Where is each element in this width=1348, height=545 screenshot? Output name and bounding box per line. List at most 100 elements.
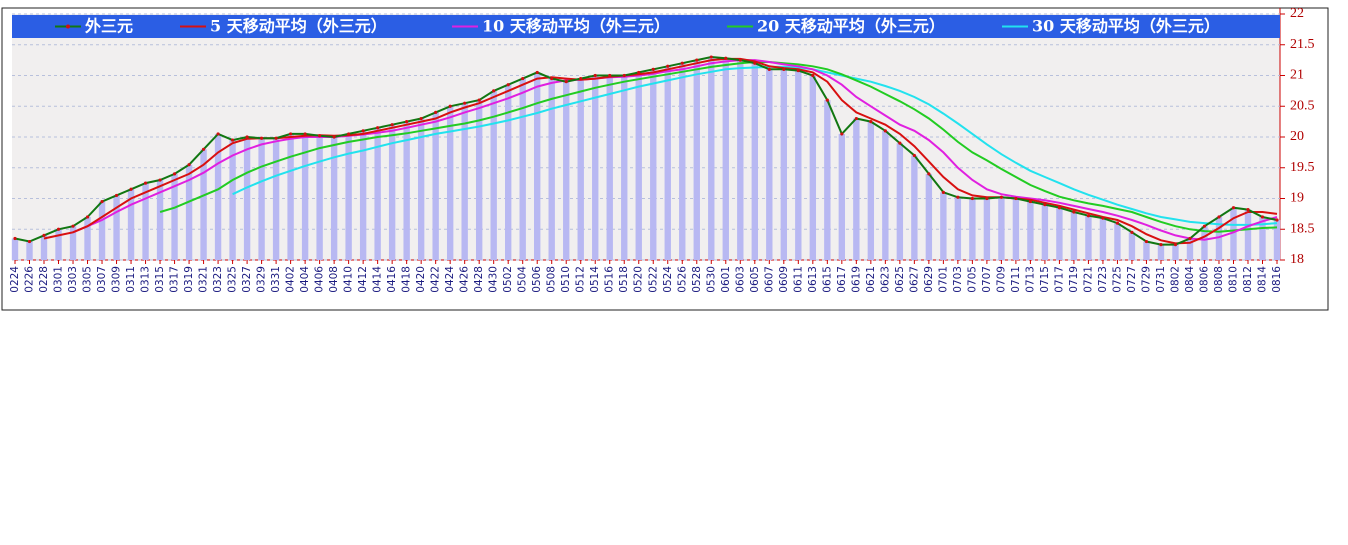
bar [940,192,947,260]
x-tick-label: 0725 [1111,266,1123,293]
bar [766,69,773,260]
point [71,224,75,228]
x-tick-label: 0808 [1213,266,1225,293]
legend-band [12,15,1280,38]
bar [1070,212,1078,260]
x-tick-label: 0331 [270,266,282,293]
legend-marker [66,24,70,29]
series-line [72,59,1278,241]
point [405,120,409,124]
x-tick-label: 0731 [1155,266,1167,293]
point [1275,218,1279,222]
bar [1172,244,1179,260]
x-tick-label: 0329 [256,266,268,293]
point [114,193,119,198]
bar [737,60,744,260]
point [1130,230,1134,234]
x-tick-label: 0402 [285,266,297,293]
bar [1157,244,1165,260]
point [782,67,786,71]
point [593,73,597,78]
x-tick-label: 0422 [430,266,442,293]
point [796,68,800,73]
bar [708,57,715,260]
point [1173,243,1178,247]
bar [592,75,599,260]
point [42,233,46,237]
bar [534,72,541,260]
bar [853,118,860,260]
legend-label: 30 天移动平均（外三元） [1032,17,1220,36]
point [1014,196,1018,201]
point [535,70,539,75]
point [1144,239,1149,244]
bar [780,69,787,260]
x-tick-label: 0727 [1126,266,1138,293]
x-tick-label: 0323 [212,266,224,293]
point [767,67,771,71]
x-tick-label: 0430 [488,266,500,293]
bar [911,155,918,260]
point [999,195,1003,199]
series-line [232,65,1278,226]
bar [1041,204,1049,260]
x-tick-label: 0617 [836,266,848,293]
point [289,132,293,136]
bar [156,180,164,260]
series-line [14,55,1278,246]
bar [171,173,178,260]
bar [200,149,207,260]
x-tick-label: 0812 [1242,266,1254,293]
x-tick-label: 0717 [1053,266,1065,293]
x-tick-label: 0810 [1227,266,1239,293]
bar [243,137,251,260]
x-tick-label: 0311 [125,266,137,293]
bar [84,216,91,260]
x-tick-label: 0711 [1010,266,1022,293]
point [143,181,148,185]
bar [359,130,367,260]
x-tick-label: 0416 [386,266,398,293]
bar [824,100,831,260]
bar [26,241,33,260]
point [187,163,191,167]
point [85,215,90,219]
x-tick-label: 0504 [517,266,529,293]
bar [142,183,149,260]
point [1072,210,1076,214]
bar [621,75,628,260]
point [1217,215,1221,219]
point [637,70,641,75]
bar [577,78,584,260]
bar [809,75,817,260]
x-tick-label: 0502 [502,266,514,293]
point [1028,199,1033,204]
bar [563,81,570,261]
x-tick-label: 0508 [546,266,558,293]
point [724,56,728,60]
x-tick-label: 0611 [792,266,804,293]
point [390,123,394,127]
x-tick-label: 0325 [227,266,239,293]
point [201,147,206,151]
x-tick-label: 0601 [720,266,732,293]
y-tick-label: 19 [1290,191,1304,206]
bar [69,226,77,260]
point [129,187,133,191]
bar [446,106,454,260]
point [332,135,336,139]
point [1260,215,1265,219]
legend-label: 10 天移动平均（外三元） [482,17,670,36]
x-tick-label: 0510 [560,266,572,293]
point [579,76,583,81]
bar [403,121,410,260]
bar [11,238,19,260]
bar [1273,220,1281,260]
bar [1114,223,1121,260]
x-tick-label: 0522 [647,266,659,293]
point [941,190,945,194]
x-tick-label: 0729 [1140,266,1152,293]
point [898,141,902,145]
legend-item: 5 天移动平均（外三元） [180,17,387,36]
